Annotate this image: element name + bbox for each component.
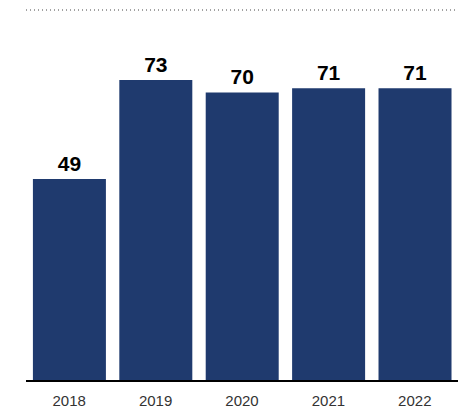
svg-text:2021: 2021 xyxy=(312,392,345,409)
svg-text:70: 70 xyxy=(231,65,254,88)
svg-text:71: 71 xyxy=(403,61,427,84)
svg-text:2018: 2018 xyxy=(53,392,86,409)
svg-text:71: 71 xyxy=(317,61,341,84)
svg-text:2020: 2020 xyxy=(225,392,258,409)
svg-text:2019: 2019 xyxy=(139,392,172,409)
svg-text:73: 73 xyxy=(144,53,167,76)
svg-text:2022: 2022 xyxy=(398,392,431,409)
svg-text:49: 49 xyxy=(58,152,81,175)
